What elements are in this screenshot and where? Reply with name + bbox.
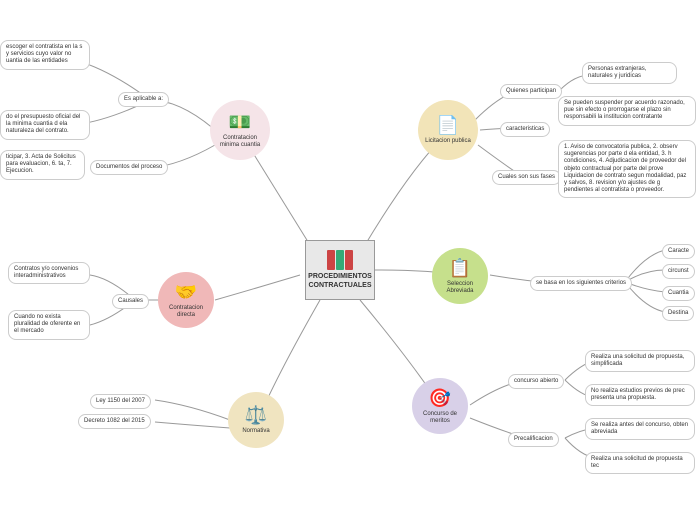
- text-t11: Realiza una solicitud de propuesta, simp…: [585, 350, 695, 372]
- text-t3: ticipar, 3. Acta de Solicitus para evalu…: [0, 150, 85, 180]
- text-t2: do el presupuesto oficial del la minima …: [0, 110, 90, 140]
- node-minima: 💵 Contratacion minima cuantia: [210, 100, 270, 160]
- label-precalif: Precalificacion: [508, 432, 559, 447]
- text-t13: Se realiza antes del concurso, obten abr…: [585, 418, 695, 440]
- text-t8: Personas extranjeras, naturales y juridi…: [582, 62, 677, 84]
- node-seleccion-label: Seleccion Abreviada: [432, 281, 488, 294]
- text-t5: Cuando no exista pluralidad de oferente …: [8, 310, 90, 340]
- text-t12: No realiza estudios previos de prec pres…: [585, 384, 695, 406]
- label-destina: Destina: [662, 306, 694, 321]
- node-directa: 🤝 Contratacion directa: [158, 272, 214, 328]
- label-aplicable: Es aplicable a:: [118, 92, 169, 107]
- label-cuantia: Cuantia: [662, 286, 695, 301]
- center-node: PROCEDIMIENTOS CONTRACTUALES: [305, 240, 375, 300]
- label-criterios: se basa en los siguientes criterios: [530, 276, 632, 291]
- target-icon: 🎯: [429, 388, 451, 409]
- text-t9: Se pueden suspender por acuerdo razonado…: [558, 96, 696, 126]
- label-caract: caracteristicas: [500, 122, 550, 137]
- node-minima-label: Contratacion minima cuantia: [210, 135, 270, 148]
- text-t1: escoger el contratista en la s y servici…: [0, 40, 90, 70]
- node-normativa-label: Normativa: [238, 428, 273, 435]
- label-quienes: Quienes participan: [500, 84, 562, 99]
- label-docs: Documentos del proceso: [90, 160, 168, 175]
- label-fases: Cuales son sus fases: [492, 170, 561, 185]
- money-icon: 💵: [229, 112, 251, 133]
- text-t4: Contratos y/o convenios interadministrat…: [8, 262, 90, 284]
- node-concurso: 🎯 Concurso de meritos: [412, 378, 468, 434]
- node-normativa: ⚖️ Normativa: [228, 392, 284, 448]
- text-t14: Realiza una solicitud de propuesta tec: [585, 452, 695, 474]
- scale-icon: ⚖️: [245, 405, 267, 426]
- text-t10: 1. Aviso de convocatoria publica, 2. obs…: [558, 140, 696, 198]
- node-licitacion: 📄 Licitacion publica: [418, 100, 478, 160]
- node-directa-label: Contratacion directa: [158, 305, 214, 318]
- checklist-icon: 📋: [449, 258, 471, 279]
- label-abierto: concurso abierto: [508, 374, 564, 389]
- center-title: PROCEDIMIENTOS CONTRACTUALES: [306, 273, 374, 290]
- label-caracta: Caracte: [662, 244, 695, 259]
- label-circunst: circunst: [662, 264, 695, 279]
- document-icon: 📄: [437, 115, 459, 136]
- text-t6: Ley 1150 del 2007: [90, 394, 151, 409]
- node-concurso-label: Concurso de meritos: [412, 411, 468, 424]
- node-licitacion-label: Licitacion publica: [421, 138, 475, 145]
- node-seleccion: 📋 Seleccion Abreviada: [432, 248, 488, 304]
- label-causales: Causales: [112, 294, 149, 309]
- binder-icon: [327, 250, 353, 270]
- handshake-icon: 🤝: [175, 282, 197, 303]
- text-t7: Decreto 1082 del 2015: [78, 414, 151, 429]
